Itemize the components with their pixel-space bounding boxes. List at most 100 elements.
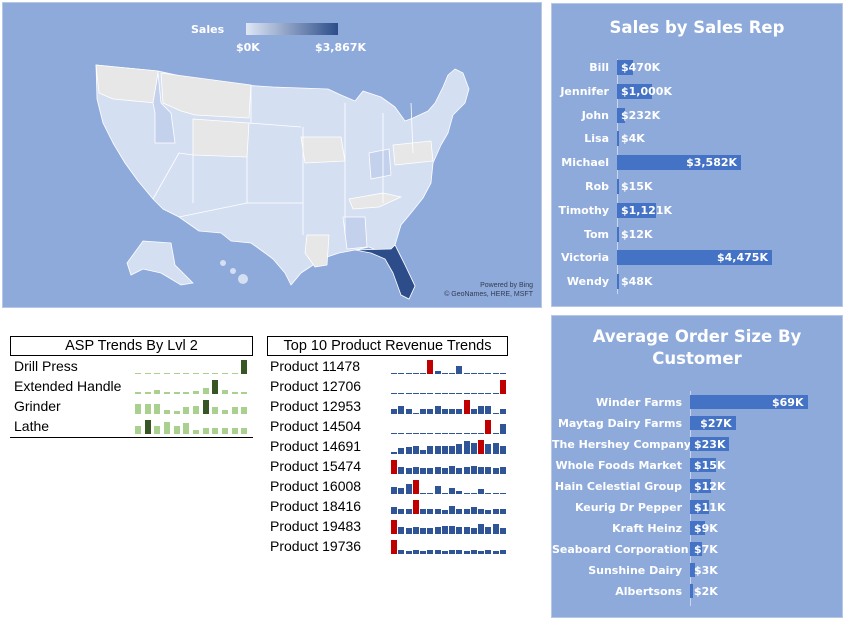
customer-bar[interactable]: [690, 416, 737, 430]
map-legend-gradient: [246, 23, 338, 35]
customer-label: Sunshine Dairy: [588, 564, 682, 577]
product-spark-bar: [485, 527, 492, 534]
rep-bar[interactable]: [617, 107, 626, 123]
product-spark-bar: [485, 405, 492, 414]
customer-label: Whole Foods Market: [555, 459, 682, 472]
product-spark-bar: [427, 409, 434, 414]
product-spark-bar: [478, 440, 484, 454]
product-spark-bar: [391, 460, 397, 474]
us-sales-map[interactable]: Sales $0K $3,867K: [2, 2, 542, 308]
state-iowa: [300, 136, 346, 164]
asp-spark-bar: [231, 407, 238, 414]
state-florida: [354, 244, 416, 300]
customer-bar[interactable]: [690, 500, 709, 514]
product-sparkline: [391, 360, 507, 374]
customer-bar[interactable]: [690, 563, 696, 577]
product-spark-bar: [470, 466, 477, 474]
asp-spark-bar: [173, 426, 180, 434]
asp-spark-bar: [241, 428, 248, 434]
rep-value: $3,582K: [686, 156, 738, 170]
customer-bar[interactable]: [690, 458, 716, 472]
product-spark-bar: [420, 550, 426, 554]
product-spark-bar: [391, 409, 397, 414]
product-spark-bar: [499, 527, 506, 534]
customer-label: Maytag Dairy Farms: [557, 417, 682, 430]
product-spark-bar: [499, 492, 506, 494]
product-spark-bar: [456, 527, 463, 534]
product-spark-bar: [441, 509, 448, 514]
customer-value: $11K: [694, 501, 726, 514]
customer-bar[interactable]: [690, 542, 702, 556]
asp-spark-bar: [135, 425, 141, 434]
product-row-label: Product 12706: [270, 378, 362, 394]
product-spark-bar: [449, 487, 455, 494]
product-spark-bar: [499, 380, 506, 394]
product-spark-bar: [427, 549, 434, 554]
product-spark-bar: [434, 370, 441, 374]
rep-value: $232K: [621, 108, 661, 122]
asp-trends-bottom-border: [10, 437, 253, 438]
customer-bar[interactable]: [690, 479, 711, 493]
product-spark-bar: [391, 451, 397, 454]
product-row-label: Product 16008: [270, 478, 362, 494]
product-spark-bar: [391, 372, 397, 374]
rep-bar[interactable]: [617, 274, 619, 290]
asp-spark-bar: [193, 372, 199, 374]
asp-spark-bar: [193, 390, 199, 394]
customer-label: Kraft Heinz: [612, 522, 682, 535]
rep-bar[interactable]: [617, 179, 619, 194]
product-spark-bar: [485, 420, 492, 434]
customer-bar[interactable]: [690, 395, 808, 409]
product-spark-bar: [492, 467, 499, 474]
rep-bar[interactable]: [617, 155, 742, 171]
rep-label: Jennifer: [560, 84, 609, 98]
customer-label: The Hershey Company: [552, 438, 691, 451]
rep-bar[interactable]: [617, 250, 772, 266]
product-spark-bar: [499, 424, 506, 434]
product-spark-bar: [463, 467, 470, 474]
product-spark-bar: [405, 392, 412, 394]
asp-spark-bar: [222, 372, 228, 374]
rep-bar[interactable]: [617, 60, 634, 75]
asp-row-label: Extended Handle: [14, 378, 122, 394]
rep-bar[interactable]: [617, 202, 656, 218]
product-spark-bar: [391, 507, 397, 514]
product-spark-bar: [456, 443, 463, 454]
product-row-label: Product 19736: [270, 538, 362, 554]
product-spark-bar: [412, 392, 419, 394]
product-spark-bar: [434, 467, 441, 474]
product-row-label: Product 11478: [270, 358, 361, 374]
customer-bar[interactable]: [690, 584, 694, 598]
product-spark-bar: [420, 409, 426, 414]
product-sparkline: [391, 460, 507, 474]
customer-value: $3K: [694, 564, 718, 577]
state-ohio: [368, 148, 392, 180]
rep-bar[interactable]: [617, 131, 619, 147]
product-spark-bar: [441, 409, 448, 414]
asp-spark-bar: [222, 389, 228, 394]
product-spark-bar: [420, 449, 426, 454]
us-map-svg[interactable]: [3, 3, 543, 309]
product-spark-bar: [470, 442, 477, 454]
asp-spark-bar: [173, 411, 180, 414]
asp-spark-bar: [202, 387, 209, 394]
rep-value: $1,121K: [621, 203, 672, 217]
product-row-label: Product 18416: [270, 498, 362, 514]
customer-value: $23K: [694, 438, 726, 451]
product-spark-bar: [398, 432, 405, 434]
asp-spark-bar: [144, 392, 151, 394]
avg-order-size-axis: [690, 391, 691, 606]
rep-bar[interactable]: [617, 83, 652, 99]
customer-bar[interactable]: [690, 437, 730, 451]
product-spark-bar: [420, 467, 426, 474]
product-row-label: Product 14504: [270, 418, 362, 434]
customer-label: Albertsons: [615, 585, 682, 598]
product-spark-bar: [449, 409, 455, 414]
rep-bar[interactable]: [617, 226, 619, 242]
rep-value: $4K: [621, 132, 645, 146]
rep-value: $4,475K: [717, 251, 768, 265]
product-spark-bar: [398, 527, 405, 534]
product-spark-bar: [441, 550, 448, 554]
customer-bar[interactable]: [690, 521, 706, 535]
product-spark-bar: [427, 492, 434, 494]
